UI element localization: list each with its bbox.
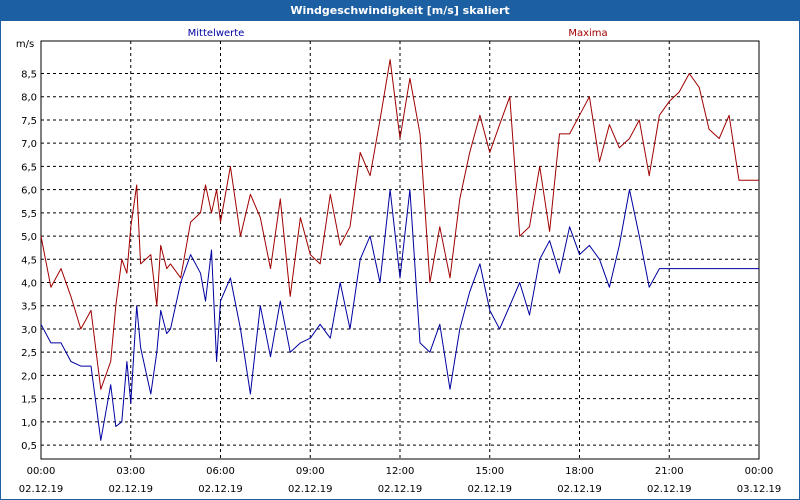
plot-frame [40, 40, 760, 460]
x-tick-time: 15:00 [475, 466, 504, 477]
y-tick-label: 2,0 [21, 371, 37, 382]
x-tick-time: 09:00 [296, 466, 325, 477]
chart-area: 0,5 1,0 1,5 2,0 2,5 3,0 3,5 4,0 4,5 5,0 5,5 6,0 6,5 7… [16, 28, 781, 495]
y-tick-label: 6,0 [21, 186, 37, 197]
x-tick-date: 02.12.19 [198, 484, 243, 495]
x-tick-time: 00:00 [27, 466, 56, 477]
y-tick-label: 8,5 [21, 70, 37, 81]
y-tick-label: 1,0 [21, 418, 37, 429]
x-tick-date: 02.12.19 [19, 484, 64, 495]
y-tick-label: 4,0 [21, 279, 37, 290]
y-tick-label: 6,5 [21, 162, 37, 173]
x-tick-time: 21:00 [655, 466, 684, 477]
x-tick-date: 03.12.19 [737, 484, 782, 495]
x-tick-time: 06:00 [206, 466, 235, 477]
y-tick-label: 3,0 [21, 325, 37, 336]
x-tick-date: 02.12.19 [647, 484, 692, 495]
x-tick-time: 03:00 [116, 466, 145, 477]
x-tick-date: 02.12.19 [557, 484, 602, 495]
legend-mittelwerte: Mittelwerte [188, 28, 245, 39]
x-tick-time: 18:00 [565, 466, 594, 477]
series-line-maxima [40, 59, 759, 390]
y-tick-label: 7,5 [21, 116, 37, 127]
y-tick-label: 2,5 [21, 348, 37, 359]
y-tick-label: 3,5 [21, 302, 37, 313]
x-tick-date: 02.12.19 [378, 484, 423, 495]
x-tick-date: 02.12.19 [467, 484, 512, 495]
y-tick-label: 0,5 [21, 441, 37, 452]
y-axis-label: m/s [16, 39, 34, 50]
window-title: Windgeschwindigkeit [m/s] skaliert [1, 1, 799, 21]
y-tick-label: 8,0 [21, 93, 37, 104]
legend-maxima: Maxima [568, 28, 607, 39]
grid [40, 41, 760, 459]
legend: Mittelwerte Maxima [188, 28, 608, 39]
axes: 0,5 1,0 1,5 2,0 2,5 3,0 3,5 4,0 4,5 5,0 5,5 6,0 6,5 7… [16, 39, 781, 495]
y-tick-label: 1,5 [21, 395, 37, 406]
x-tick-date: 02.12.19 [288, 484, 333, 495]
series-line-mittelwerte [40, 189, 759, 441]
y-tick-label: 5,0 [21, 232, 37, 243]
series [40, 59, 759, 441]
x-tick-time: 12:00 [386, 466, 415, 477]
y-tick-label: 4,5 [21, 255, 37, 266]
x-tick-time: 00:00 [745, 466, 774, 477]
x-tick-date: 02.12.19 [108, 484, 153, 495]
y-tick-label: 5,5 [21, 209, 37, 220]
y-tick-label: 7,0 [21, 139, 37, 150]
